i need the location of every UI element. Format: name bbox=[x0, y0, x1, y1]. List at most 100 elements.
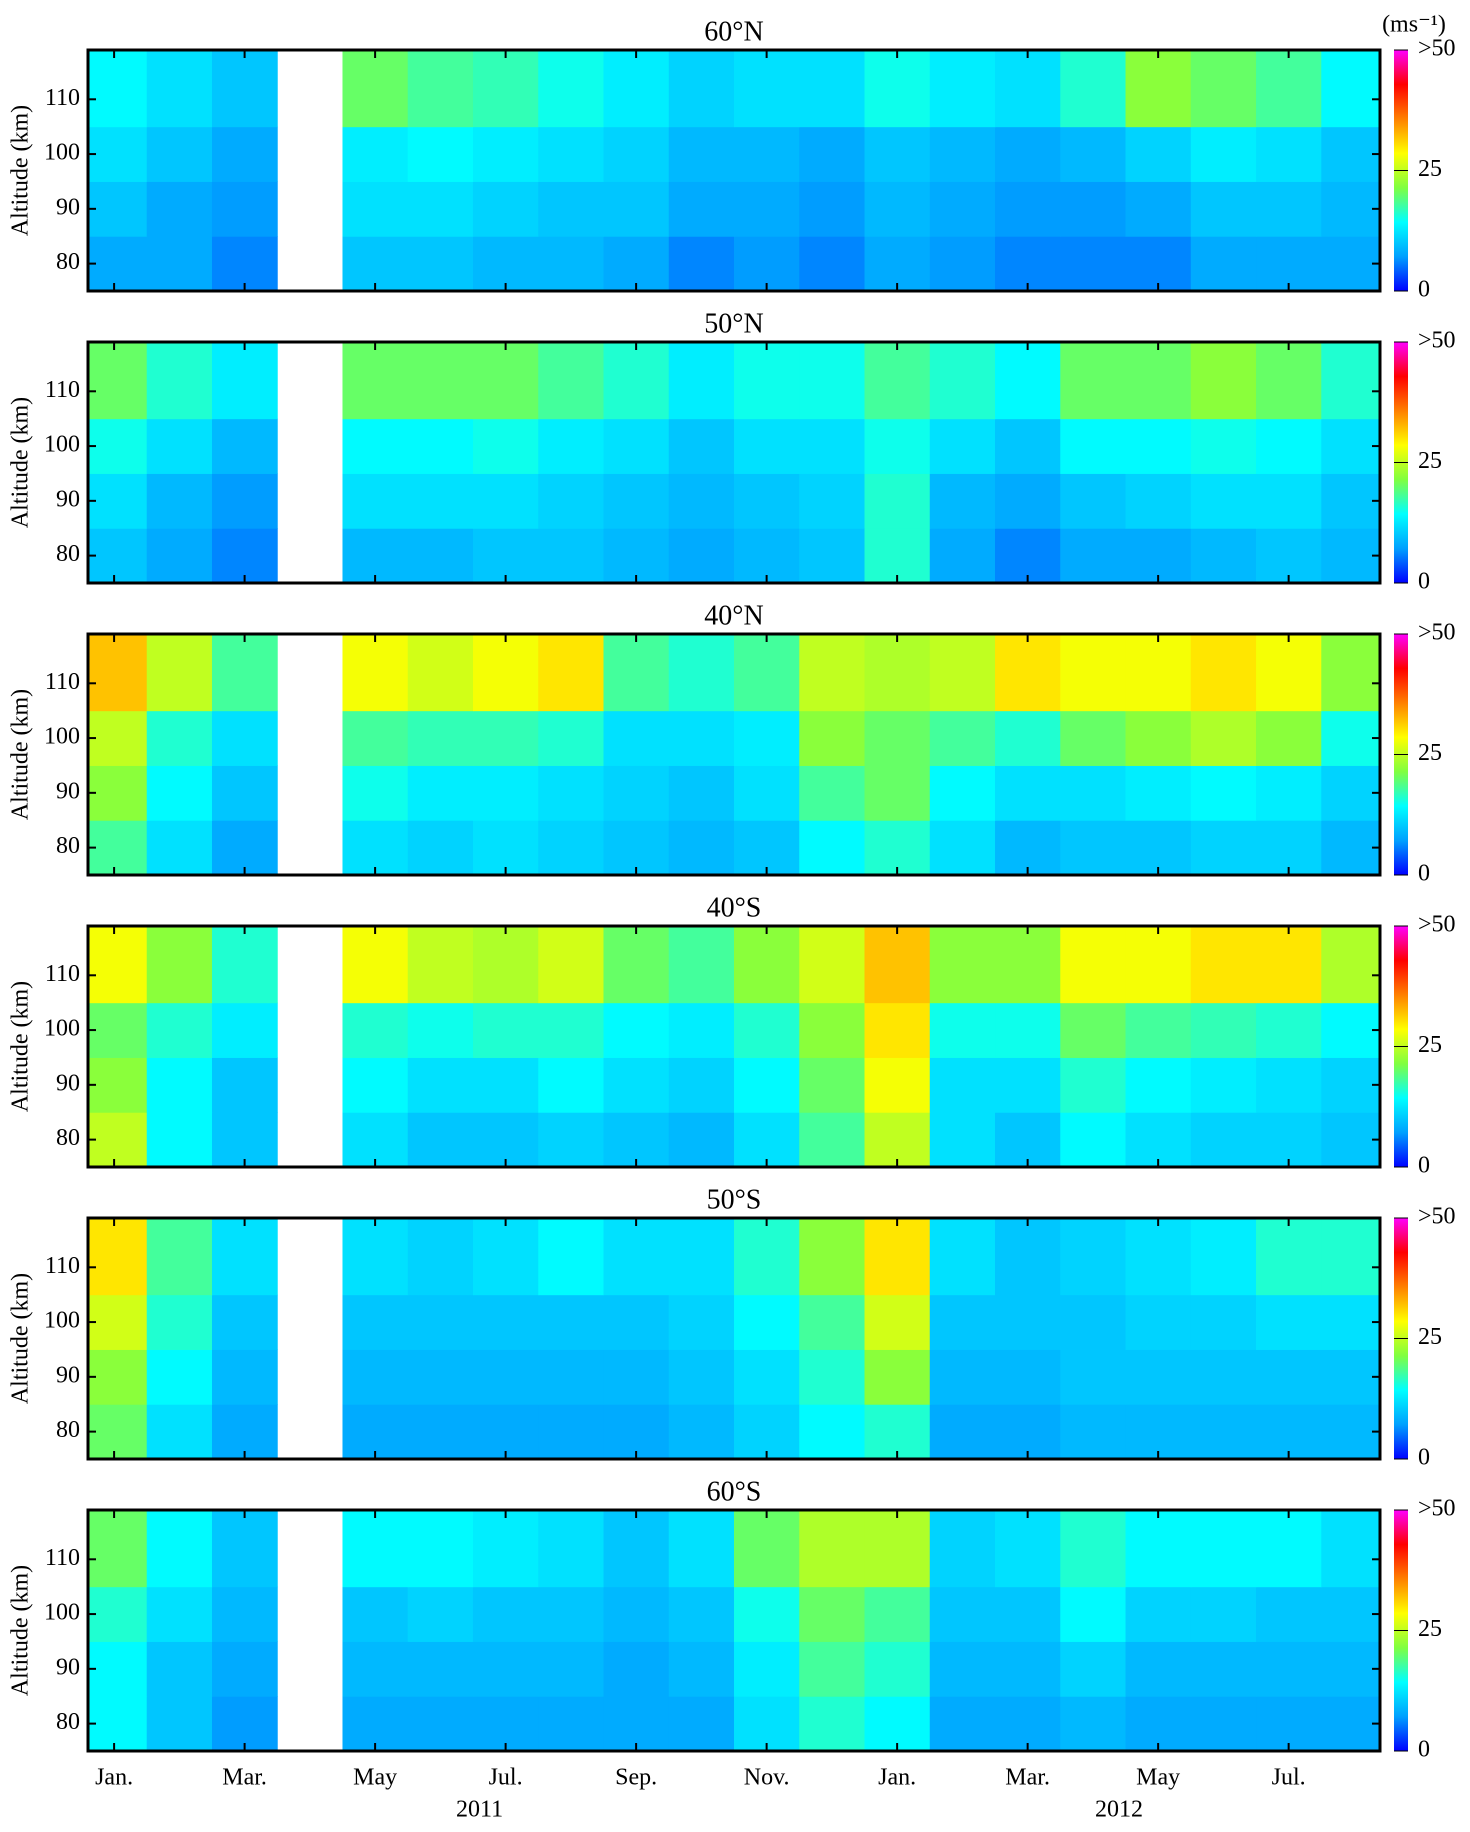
heatmap-cell bbox=[799, 418, 866, 474]
heatmap-cell bbox=[734, 528, 800, 584]
colorbar-tick-label: 25 bbox=[1418, 1324, 1442, 1350]
heatmap-cell bbox=[734, 1696, 800, 1752]
heatmap-cell bbox=[342, 1294, 409, 1350]
heatmap-cell bbox=[342, 1218, 409, 1296]
heatmap-cell bbox=[472, 1586, 539, 1642]
heatmap-cell bbox=[472, 181, 539, 237]
heatmap-cell bbox=[211, 50, 278, 128]
heatmap-cell bbox=[1256, 181, 1322, 237]
heatmap-cell bbox=[1060, 820, 1127, 876]
y-tick-label: 100 bbox=[44, 140, 80, 166]
plot-frame bbox=[86, 48, 1382, 293]
heatmap-cell bbox=[1256, 1002, 1322, 1058]
heatmap-cell bbox=[1060, 710, 1127, 766]
colorbar-tick-label: 0 bbox=[1418, 1737, 1430, 1763]
y-axis-label: Altitude (km) bbox=[8, 1273, 34, 1404]
heatmap-cell bbox=[929, 1057, 996, 1113]
heatmap-cell bbox=[734, 181, 800, 237]
heatmap-cell bbox=[538, 1112, 604, 1168]
heatmap-cell bbox=[342, 528, 409, 584]
x-tick-label: Jan. bbox=[95, 1765, 133, 1791]
heatmap-cell bbox=[407, 634, 474, 712]
heatmap-cell bbox=[864, 50, 931, 128]
heatmap-cell bbox=[1256, 1641, 1322, 1697]
heatmap-cell bbox=[668, 181, 735, 237]
x-tick-label: Jul. bbox=[489, 1765, 523, 1791]
heatmap-cell bbox=[603, 1586, 670, 1642]
heatmap-cell bbox=[1321, 1696, 1381, 1752]
heatmap-cell bbox=[472, 528, 539, 584]
heatmap-cell bbox=[995, 765, 1061, 821]
heatmap-cell bbox=[734, 418, 800, 474]
heatmap-cell bbox=[538, 181, 604, 237]
heatmap-cell bbox=[407, 236, 474, 292]
heatmap-cell bbox=[995, 50, 1061, 128]
heatmap-cell bbox=[342, 820, 409, 876]
heatmap-cell bbox=[88, 1349, 148, 1405]
heatmap-cell bbox=[1060, 765, 1127, 821]
colorbar-tick-label: >50 bbox=[1418, 912, 1456, 938]
heatmap-cell bbox=[342, 710, 409, 766]
heatmap-cell bbox=[603, 1057, 670, 1113]
heatmap-cell bbox=[342, 181, 409, 237]
heatmap-cell bbox=[668, 236, 735, 292]
y-tick-label: 110 bbox=[45, 85, 80, 111]
heatmap-cell bbox=[864, 1218, 931, 1296]
heatmap-cell bbox=[995, 1349, 1061, 1405]
heatmap-cell bbox=[407, 765, 474, 821]
heatmap-cell bbox=[211, 1218, 278, 1296]
heatmap-cell bbox=[1125, 1112, 1192, 1168]
heatmap-cell bbox=[603, 1218, 670, 1296]
heatmap-cell bbox=[1256, 820, 1322, 876]
heatmap-cell bbox=[668, 1696, 735, 1752]
heatmap-cell bbox=[995, 1586, 1061, 1642]
heatmap-cell bbox=[1060, 1510, 1127, 1588]
heatmap-cell bbox=[407, 50, 474, 128]
heatmap-cell bbox=[799, 710, 866, 766]
heatmap-cell bbox=[88, 1294, 148, 1350]
heatmap-cell bbox=[603, 418, 670, 474]
heatmap-cell bbox=[995, 126, 1061, 182]
heatmap-cell bbox=[88, 236, 148, 292]
heatmap-cell bbox=[211, 236, 278, 292]
heatmap-cell bbox=[929, 342, 996, 420]
heatmap-cell bbox=[995, 418, 1061, 474]
heatmap-cell bbox=[799, 528, 866, 584]
heatmap-cell bbox=[88, 473, 148, 529]
heatmap-cell bbox=[1256, 1112, 1322, 1168]
heatmap-cell bbox=[211, 820, 278, 876]
heatmap-cell bbox=[799, 1294, 866, 1350]
heatmap-cell bbox=[88, 50, 148, 128]
heatmap-cell bbox=[472, 1057, 539, 1113]
heatmap-cell bbox=[146, 50, 213, 128]
y-axis-label: Altitude (km) bbox=[8, 689, 34, 820]
heatmap-cell bbox=[734, 1404, 800, 1460]
heatmap bbox=[88, 926, 1381, 1168]
heatmap-cell bbox=[668, 1586, 735, 1642]
x-tick-label: Sep. bbox=[615, 1765, 657, 1791]
heatmap-cell bbox=[929, 1218, 996, 1296]
heatmap-cell bbox=[538, 1002, 604, 1058]
heatmap-cell bbox=[211, 1002, 278, 1058]
y-tick-label: 80 bbox=[56, 1417, 80, 1443]
heatmap-cell bbox=[88, 1586, 148, 1642]
heatmap-cell bbox=[88, 1404, 148, 1460]
y-tick-label: 90 bbox=[56, 486, 80, 512]
heatmap-cell bbox=[472, 634, 539, 712]
heatmap-cell bbox=[472, 236, 539, 292]
heatmap-cell bbox=[1190, 1002, 1257, 1058]
heatmap-cell bbox=[538, 1404, 604, 1460]
heatmap bbox=[88, 634, 1381, 876]
heatmap-cell bbox=[929, 1510, 996, 1588]
heatmap-cell bbox=[734, 1002, 800, 1058]
heatmap-cell bbox=[864, 126, 931, 182]
heatmap-cell bbox=[146, 181, 213, 237]
heatmap-cell bbox=[1190, 126, 1257, 182]
heatmap-cell bbox=[407, 1586, 474, 1642]
heatmap-cell bbox=[668, 126, 735, 182]
y-tick-label: 90 bbox=[56, 194, 80, 220]
heatmap-cell bbox=[929, 1112, 996, 1168]
heatmap-cell bbox=[1125, 528, 1192, 584]
y-tick-label: 90 bbox=[56, 778, 80, 804]
colorbar-tick-label: >50 bbox=[1418, 328, 1456, 354]
